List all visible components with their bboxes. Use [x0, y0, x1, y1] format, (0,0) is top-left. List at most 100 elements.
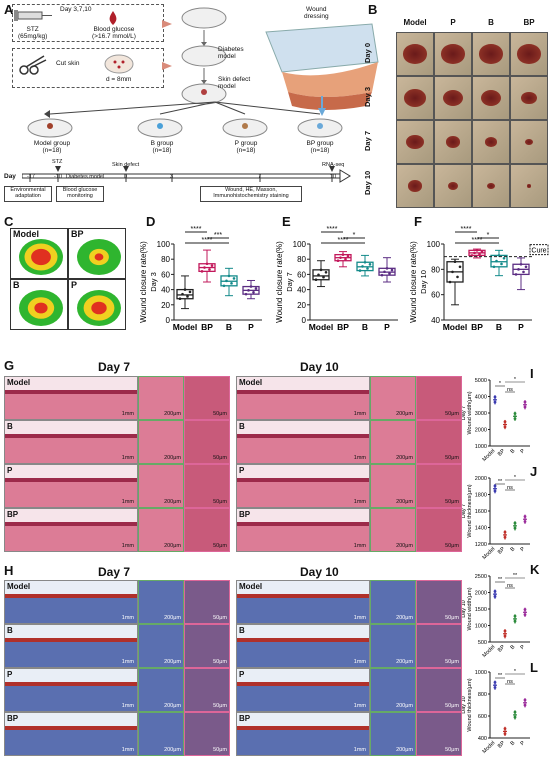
scale-bar-50um: 50μm	[213, 499, 227, 505]
photo-row-label: Day 3	[363, 86, 372, 107]
data-point	[513, 614, 517, 618]
sig-label: *	[353, 232, 356, 239]
scale-bar-50um: 50μm	[445, 659, 459, 665]
histology-zoom-50: 50μm	[416, 580, 462, 624]
data-point	[366, 267, 369, 270]
data-point	[230, 282, 233, 285]
y-tick-label: 1000	[475, 624, 487, 630]
epidermis-layer	[5, 594, 137, 599]
data-point	[210, 264, 214, 267]
x-tick-label: BP	[497, 546, 507, 556]
scale-bar-1mm: 1mm	[121, 659, 134, 665]
wound-spot	[485, 137, 497, 147]
x-tick-label: P	[520, 644, 527, 651]
env-label-2: adaptation	[15, 193, 41, 199]
y-tick-label: 1600	[475, 509, 487, 515]
y-tick-label: 20	[297, 301, 306, 310]
scale-bar-50um: 50μm	[213, 747, 227, 753]
histology-overview: P 1mm	[236, 668, 370, 712]
data-point	[322, 275, 325, 279]
data-point	[346, 254, 350, 258]
y-tick-label: 0	[302, 316, 307, 325]
data-point	[523, 400, 527, 404]
tick-3: 3	[170, 174, 174, 180]
h-day7-title: Day 7	[98, 565, 131, 579]
glucose-label: Blood glucose	[93, 26, 135, 33]
wound-photo	[396, 120, 434, 164]
env-label: Environmental	[10, 187, 46, 193]
scale-bar-200um: 200μm	[396, 543, 413, 549]
y-tick-label: 80	[431, 265, 440, 274]
scale-bar-200um: 200μm	[396, 747, 413, 753]
sig-label: ns	[507, 583, 513, 589]
histology-overview: Model 1mm	[236, 580, 370, 624]
scale-bar-1mm: 1mm	[353, 455, 366, 461]
photo-row-label: Day 10	[363, 170, 372, 195]
y-tick-label: 5000	[475, 378, 487, 384]
histology-zoom-50: 50μm	[184, 464, 230, 508]
epidermis-layer	[5, 638, 137, 643]
histology-zoom-200: 200μm	[370, 508, 416, 552]
scale-bar-200um: 200μm	[396, 411, 413, 417]
histology-overview: Model 1mm	[4, 580, 138, 624]
histology-zoom-200: 200μm	[370, 624, 416, 668]
data-point	[517, 268, 520, 271]
data-point	[493, 484, 497, 488]
epidermis-layer	[237, 726, 369, 731]
wound-spot	[479, 44, 503, 64]
x-tick-label: P	[520, 448, 527, 455]
panel-label-g: G	[4, 358, 15, 373]
wound-trace-grid: Model BP B P	[10, 228, 126, 330]
scale-bar-200um: 200μm	[164, 411, 181, 417]
data-point	[249, 285, 253, 288]
data-point	[502, 256, 506, 260]
data-point	[252, 290, 255, 294]
data-point	[523, 703, 527, 707]
epidermis-layer	[5, 726, 137, 731]
histology-row-label: P	[7, 670, 13, 679]
sig-label: ****	[202, 237, 213, 244]
wound-photo	[434, 120, 472, 164]
wound-trace-label: B	[13, 280, 20, 290]
histology-overview: BP 1mm	[236, 508, 370, 552]
histology-row-label: BP	[239, 510, 251, 519]
x-tick-label: B	[510, 644, 517, 651]
wound-trace-svg	[77, 239, 121, 275]
photo-row-label: Day 7	[363, 130, 372, 151]
wound-trace-layer	[94, 253, 104, 261]
data-point	[493, 400, 497, 404]
tissue-layer	[237, 480, 369, 507]
g-day10-title: Day 10	[300, 360, 339, 374]
histology-zoom-50: 50μm	[184, 376, 230, 420]
tick-7: 7	[258, 174, 262, 180]
y-tick-label: 4000	[475, 395, 487, 401]
data-point	[363, 260, 367, 264]
panel-label-h: H	[4, 563, 14, 578]
scale-bar-200um: 200μm	[164, 543, 181, 549]
histology-zoom-200: 200μm	[138, 464, 184, 508]
histology-overview: Model 1mm	[4, 376, 138, 420]
group-mice-illustration	[27, 101, 343, 138]
stz-label: STZ	[26, 26, 39, 33]
tick-minus10: -10	[54, 174, 62, 180]
data-point	[390, 268, 394, 272]
group-p-name: P group	[234, 140, 258, 147]
y-tick-label: 1200	[475, 542, 487, 548]
data-point	[344, 257, 347, 261]
histology-row-label: Model	[7, 378, 31, 387]
wound-trace-layer	[34, 302, 48, 314]
data-point	[478, 252, 481, 256]
scale-bar-1mm: 1mm	[353, 659, 366, 665]
x-tick-label: B	[510, 546, 517, 553]
sig-label: ****	[461, 226, 472, 233]
data-point	[358, 269, 362, 272]
sig-label: *	[487, 232, 490, 239]
histology-zoom-50: 50μm	[184, 508, 230, 552]
histology-row-label: B	[239, 626, 245, 635]
blood-drop-icon	[109, 11, 117, 25]
boxplot-e: 0 20 40 60 80 100 Wound closure rate(%)Day 7 Mo…	[276, 226, 398, 332]
data-point	[448, 280, 452, 284]
wound-spot	[521, 91, 537, 105]
dotplot-l: 400 600 800 1000 Day 10 Wound thickness(μm) Mo…	[462, 669, 530, 755]
tick-10: 10	[330, 174, 337, 180]
